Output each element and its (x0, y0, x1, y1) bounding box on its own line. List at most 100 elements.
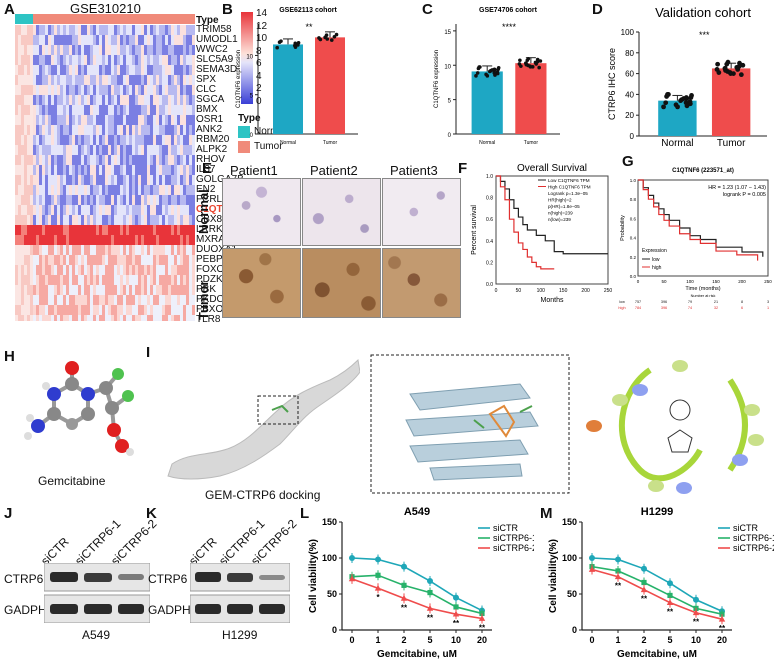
heatmap-type-cell (135, 14, 139, 24)
heatmap-cell (138, 255, 142, 266)
heatmap-cell (138, 215, 142, 226)
y-tick-label: 80 (625, 49, 634, 58)
x-axis-label: Time (months) (685, 286, 720, 292)
heatmap-cell (102, 215, 106, 226)
heatmap-type-cell (120, 14, 124, 24)
blot-k-image (190, 563, 290, 623)
heatmap-cell (21, 315, 25, 321)
heatmap-cell (30, 315, 34, 321)
heatmap-cell (21, 135, 25, 146)
heatmap-cell (126, 135, 130, 146)
heatmap-cell (177, 235, 181, 246)
heatmap-cell (168, 35, 172, 46)
heatmap-cell (21, 85, 25, 96)
heatmap-cell (162, 185, 166, 196)
heatmap-cell (39, 225, 43, 236)
heatmap-cell (174, 275, 178, 286)
heatmap-cell (171, 295, 175, 306)
heatmap-cell (120, 75, 124, 86)
heatmap-cell (57, 75, 61, 86)
heatmap-cell (30, 205, 34, 216)
heatmap-cell (87, 305, 91, 316)
heatmap-cell (57, 285, 61, 296)
heatmap-cell (60, 185, 64, 196)
heatmap-cell (144, 165, 148, 176)
heatmap-cell (48, 85, 52, 96)
heatmap-cell (81, 105, 85, 116)
gene-label: ANK2 (196, 124, 223, 135)
heatmap-cell (126, 215, 130, 226)
heatmap-cell (135, 95, 139, 106)
heatmap-cell (144, 275, 148, 286)
heatmap-cell (159, 285, 163, 296)
heatmap-cell (117, 195, 121, 206)
heatmap-cell (150, 215, 154, 226)
panel-letter-b: B (222, 1, 233, 18)
heatmap-cell (177, 165, 181, 176)
heatmap-cell (105, 165, 109, 176)
heatmap-cell (33, 125, 37, 136)
heatmap-cell (39, 255, 43, 266)
heatmap-cell (99, 185, 103, 196)
heatmap-cell (120, 145, 124, 156)
heatmap-cell (180, 145, 184, 156)
heatmap-cell (138, 105, 142, 116)
heatmap-cell (33, 175, 37, 186)
heatmap-cell (81, 145, 85, 156)
heatmap-cell (81, 135, 85, 146)
heatmap-cell (177, 205, 181, 216)
heatmap-cell (102, 205, 106, 216)
chart-title: H1299 (641, 506, 673, 518)
heatmap-cell (90, 185, 94, 196)
heatmap-cell (159, 65, 163, 76)
heatmap-cell (69, 35, 73, 46)
heatmap-cell (117, 215, 121, 226)
heatmap-cell (96, 45, 100, 56)
heatmap-cell (105, 305, 109, 316)
heatmap-cell (42, 275, 46, 286)
heatmap-cell (93, 265, 97, 276)
heatmap-cell (153, 285, 157, 296)
heatmap-cell (18, 145, 22, 156)
heatmap-cell (108, 305, 112, 316)
colorbar-tick: 2 (256, 83, 262, 94)
y-tick-label: 0.2 (630, 255, 637, 260)
heatmap-cell (174, 185, 178, 196)
heatmap-cell (45, 205, 49, 216)
heatmap-cell (108, 155, 112, 166)
heatmap-cell (120, 275, 124, 286)
heatmap-cell (162, 275, 166, 286)
heatmap-cell (27, 115, 31, 126)
heatmap-cell (135, 265, 139, 276)
heatmap-cell (147, 95, 151, 106)
hazard-ratio-text: HR = 1.23 (1.07 − 1.43) (708, 185, 766, 191)
data-point (537, 65, 541, 70)
data-point (526, 56, 531, 61)
heatmap-cell (150, 275, 154, 286)
heatmap-cell (147, 215, 151, 226)
heatmap-cell (36, 175, 40, 186)
heatmap-cell (162, 215, 166, 226)
heatmap-cell (87, 295, 91, 306)
heatmap-cell (180, 165, 184, 176)
heatmap-cell (180, 65, 184, 76)
heatmap-cell (114, 135, 118, 146)
heatmap-cell (57, 65, 61, 76)
heatmap-cell (57, 115, 61, 126)
x-category-label: Normal (479, 140, 495, 146)
heatmap-cell (162, 255, 166, 266)
gene-label: PEBP4 (196, 254, 229, 265)
y-tick-label: 0 (332, 625, 337, 635)
heatmap-cell (84, 295, 88, 306)
heatmap-cell (87, 265, 91, 276)
heatmap-cell (84, 215, 88, 226)
heatmap-cell (156, 305, 160, 316)
heatmap-cell (63, 185, 67, 196)
series-point-sictrp6-1 (427, 589, 433, 596)
heatmap-cell (189, 145, 193, 156)
series-point-sictr (693, 596, 699, 603)
heatmap-cell (171, 205, 175, 216)
heatmap-cell (69, 125, 73, 136)
heatmap-cell (24, 225, 28, 236)
heatmap-cell (135, 195, 139, 206)
